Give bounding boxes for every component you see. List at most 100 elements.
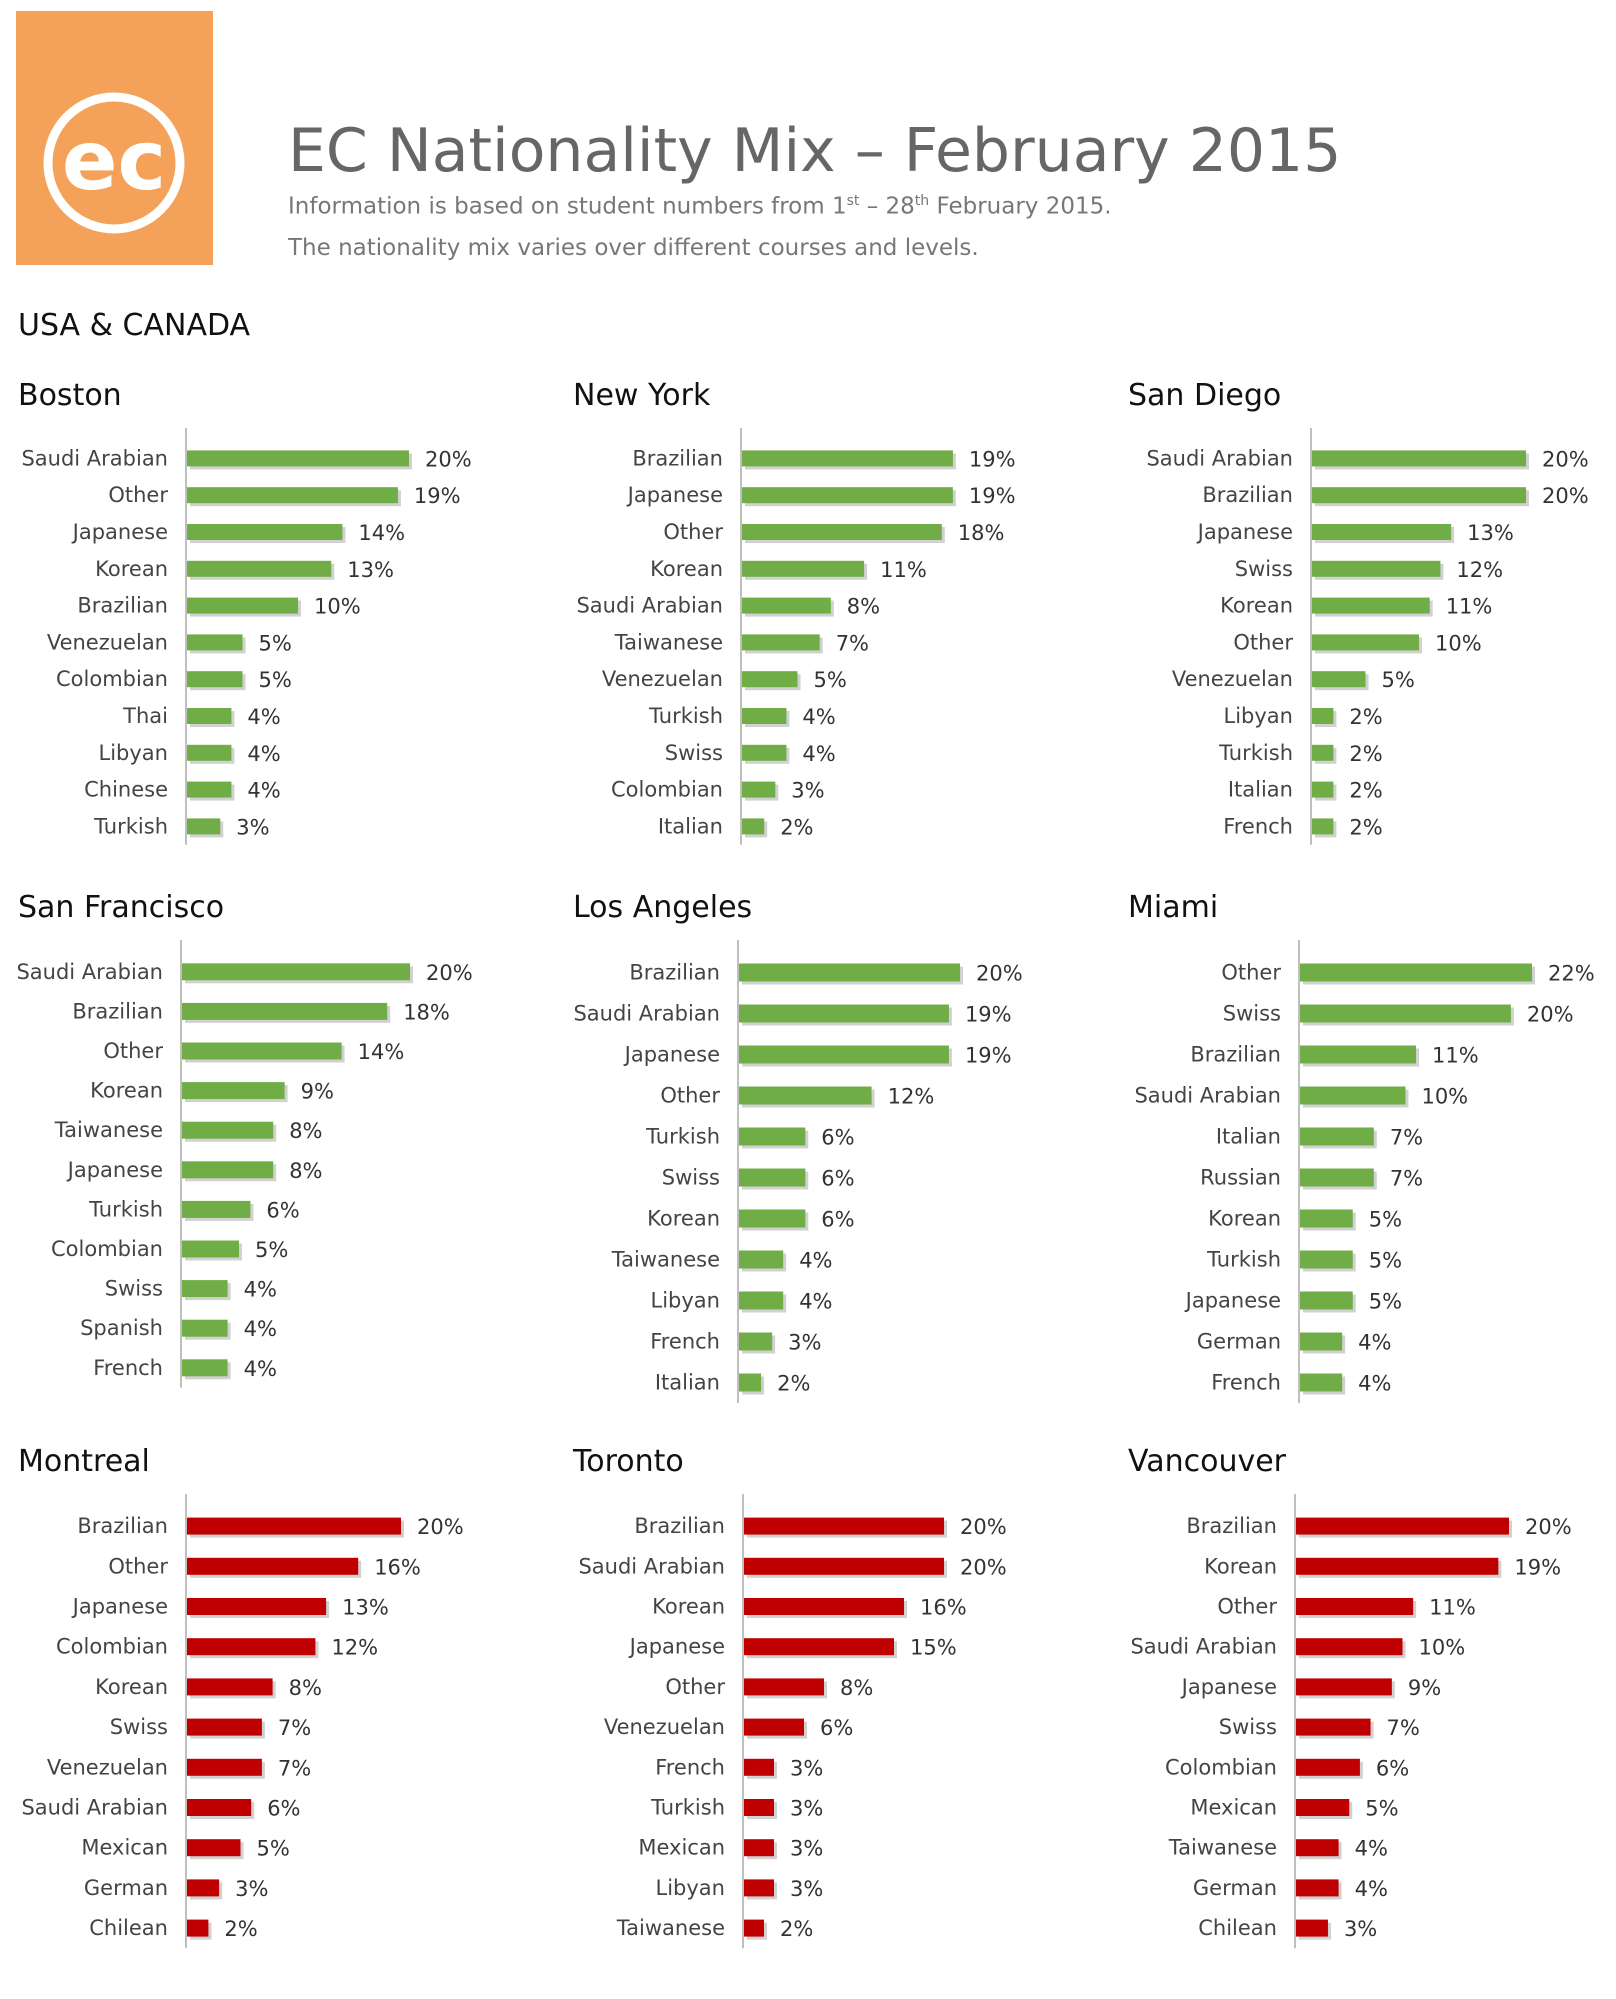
value-label: 3% (790, 1877, 823, 1901)
value-label: 20% (1542, 447, 1589, 471)
bar (1300, 1209, 1353, 1228)
category-label: Mexican (81, 1836, 168, 1860)
chart-vancouver: Vancouver Brazilian 20% Korean 19% Other 11% S… (1128, 1444, 1616, 1949)
category-label: Colombian (51, 1237, 163, 1261)
category-label: French (650, 1330, 720, 1354)
category-label: Brazilian (1190, 1043, 1281, 1067)
category-label: Saudi Arabian (21, 446, 168, 470)
value-label: 20% (976, 962, 1023, 986)
value-label: 5% (1365, 1797, 1398, 1821)
bar (744, 1839, 774, 1857)
bar-chart-svg: Saudi Arabian 20% Brazilian 18% Other 14% Kore… (16, 940, 473, 1388)
chart-title: San Francisco (18, 890, 225, 925)
value-label: 5% (1369, 1208, 1402, 1232)
value-label: 11% (880, 558, 927, 582)
value-label: 15% (910, 1636, 957, 1660)
value-label: 20% (960, 1555, 1007, 1579)
chart-los-angeles: Los Angeles Brazilian 20% Saudi Arabian 19%… (573, 890, 1093, 1403)
category-label: Korean (1204, 1554, 1277, 1578)
bar (187, 708, 232, 724)
bar (182, 1002, 388, 1020)
bar (742, 744, 787, 761)
chart-montreal: Montreal Brazilian 20% Other 16% Japanese 13%… (18, 1444, 538, 1949)
value-label: 8% (847, 595, 880, 619)
value-label: 2% (780, 1917, 813, 1941)
bar (742, 560, 865, 577)
value-label: 3% (788, 1331, 821, 1355)
bar (744, 1638, 894, 1656)
bar (1296, 1517, 1509, 1535)
bar (1296, 1678, 1392, 1696)
value-label: 5% (1382, 668, 1415, 692)
category-label: Taiwanese (1168, 1836, 1277, 1860)
value-label: 7% (1390, 1126, 1423, 1150)
value-label: 20% (417, 1515, 464, 1539)
bar-chart-svg: Saudi Arabian 20% Brazilian 20% Japanese 13% S… (1146, 428, 1589, 845)
bar (187, 1718, 262, 1736)
value-label: 4% (802, 742, 835, 766)
category-label: Japanese (1196, 520, 1293, 544)
bar (187, 450, 409, 467)
bar (1296, 1839, 1339, 1857)
value-label: 12% (1456, 558, 1503, 582)
bar (1296, 1879, 1339, 1897)
bar (187, 634, 243, 651)
bar (1296, 1919, 1328, 1937)
chart-toronto: Toronto Brazilian 20% Saudi Arabian 20% Kore… (573, 1444, 1093, 1949)
bar (1296, 1598, 1414, 1615)
chart-title: Los Angeles (573, 890, 753, 925)
category-label: Taiwanese (616, 1916, 725, 1940)
category-label: Italian (1216, 1125, 1281, 1149)
category-label: Spanish (80, 1316, 163, 1340)
value-label: 8% (289, 1676, 322, 1700)
value-label: 3% (790, 1756, 823, 1780)
bar (744, 1598, 904, 1615)
category-label: Italian (658, 814, 723, 838)
value-label: 22% (1548, 962, 1595, 986)
category-label: Other (1217, 1595, 1277, 1619)
bar (182, 1082, 285, 1100)
category-label: Venezuelan (1172, 667, 1293, 691)
value-label: 20% (960, 1515, 1007, 1539)
bar (1300, 963, 1532, 982)
value-label: 6% (821, 1126, 854, 1150)
category-label: French (1211, 1371, 1281, 1395)
bar-chart-svg: Other 22% Swiss 20% Brazilian 11% Saudi Arabia… (1134, 940, 1595, 1403)
category-label: Korean (652, 1595, 725, 1619)
bar (739, 1004, 949, 1023)
bar (1300, 1373, 1343, 1392)
value-label: 19% (969, 447, 1016, 471)
value-label: 20% (1525, 1515, 1572, 1539)
category-label: Korean (647, 1207, 720, 1231)
category-label: Swiss (110, 1715, 168, 1739)
value-label: 6% (267, 1797, 300, 1821)
bar (187, 744, 232, 761)
chart-title: Toronto (573, 1444, 684, 1479)
ec-logo-text: ec (62, 114, 166, 209)
category-label: Colombian (56, 667, 168, 691)
value-label: 16% (374, 1555, 421, 1579)
value-label: 4% (1358, 1372, 1391, 1396)
bar (187, 487, 398, 504)
bar-chart-svg: Brazilian 20% Other 16% Japanese 13% Colombian… (21, 1494, 464, 1949)
bar (1312, 450, 1526, 467)
bar (744, 1799, 774, 1816)
category-label: Libyan (656, 1876, 725, 1900)
value-label: 19% (965, 1044, 1012, 1068)
category-label: Taiwanese (611, 1248, 720, 1272)
bar (182, 1121, 274, 1139)
value-label: 3% (790, 1837, 823, 1861)
category-label: Japanese (623, 1043, 720, 1067)
value-label: 5% (1369, 1249, 1402, 1273)
bar (739, 1332, 773, 1351)
category-label: Libyan (99, 741, 168, 765)
category-label: Japanese (1180, 1675, 1277, 1699)
bar (742, 597, 831, 614)
category-label: Turkish (645, 1125, 720, 1149)
category-label: Brazilian (77, 594, 168, 618)
category-label: Swiss (665, 741, 723, 765)
bar (739, 1209, 806, 1228)
value-label: 6% (821, 1167, 854, 1191)
bar (187, 1678, 273, 1696)
category-label: Brazilian (629, 961, 720, 985)
